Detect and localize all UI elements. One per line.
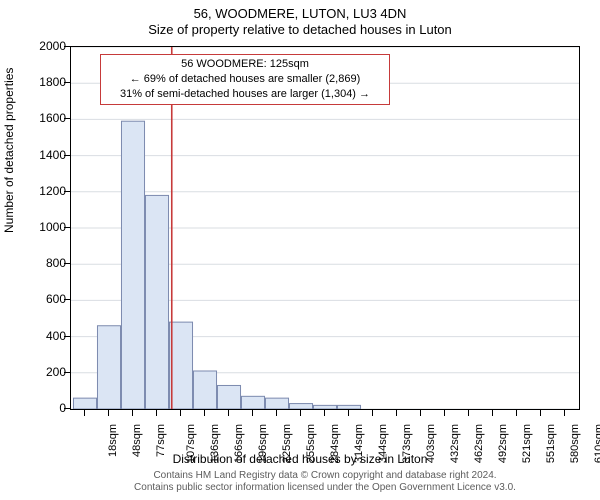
y-tick-label: 400 (22, 329, 66, 343)
page-title-line1: 56, WOODMERE, LUTON, LU3 4DN (0, 6, 600, 21)
annotation-line1: 56 WOODMERE: 125sqm (101, 57, 389, 72)
y-tick-label: 1400 (22, 148, 66, 162)
page-title-line2: Size of property relative to detached ho… (0, 22, 600, 37)
annotation-line2: ← 69% of detached houses are smaller (2,… (101, 72, 389, 87)
y-tick-label: 1000 (22, 220, 66, 234)
y-tick-label: 1800 (22, 75, 66, 89)
y-tick-label: 0 (22, 401, 66, 415)
y-tick-label: 1600 (22, 111, 66, 125)
y-tick-label: 1200 (22, 184, 66, 198)
footer-attribution: Contains HM Land Registry data © Crown c… (70, 470, 580, 494)
y-axis-label: Number of detached properties (2, 68, 16, 233)
y-tick-label: 800 (22, 256, 66, 270)
y-tick-label: 600 (22, 292, 66, 306)
y-tick-label: 2000 (22, 39, 66, 53)
footer-line1: Contains HM Land Registry data © Crown c… (70, 470, 580, 482)
annotation-line3: 31% of semi-detached houses are larger (… (101, 87, 389, 102)
annotation-box: 56 WOODMERE: 125sqm ← 69% of detached ho… (100, 54, 390, 105)
y-tick-label: 200 (22, 365, 66, 379)
x-axis-label: Distribution of detached houses by size … (0, 452, 600, 466)
footer-line2: Contains public sector information licen… (70, 482, 580, 494)
